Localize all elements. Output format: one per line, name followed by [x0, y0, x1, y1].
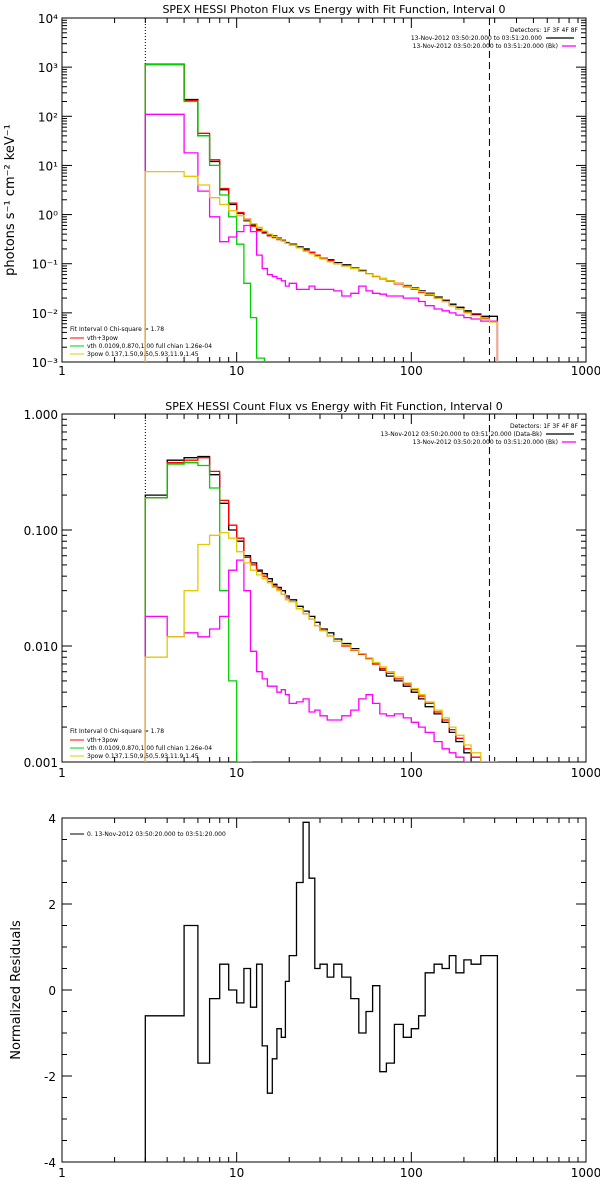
- y-tick-label: 2: [48, 898, 56, 912]
- x-tick-label: 1000: [571, 364, 600, 378]
- series-line: [144, 462, 252, 762]
- y-tick-label: 10²: [38, 110, 58, 124]
- x-tick-label: 10: [229, 1166, 244, 1180]
- photon-flux-legend-top-right: Detectors: 1F 3F 4F 8F 13-Nov-2012 03:50…: [411, 27, 579, 50]
- series-line: [144, 113, 499, 362]
- y-tick-label: 10⁴: [38, 12, 58, 26]
- series-line: [144, 64, 266, 362]
- x-tick-label: 10: [229, 364, 244, 378]
- series-line: [144, 821, 499, 1162]
- x-tick-label: 100: [400, 1166, 423, 1180]
- legend-line: 3pow 0.137,1.50,9.50,5.93,11.9,1.45: [87, 351, 199, 358]
- count-flux-legend-bottom-left: Fit Interval 0 Chi-square = 1.78 vth+3po…: [70, 728, 212, 760]
- count-flux-title: SPEX HESSI Count Flux vs Energy with Fit…: [165, 400, 502, 413]
- legend-line: 13-Nov-2012 03:50:20.000 to 03:51:20.000: [411, 35, 542, 42]
- photon-flux-ylabel: photons s⁻¹ cm⁻² keV⁻¹: [3, 124, 18, 276]
- legend-line: vth 0.0109,0.870,1.00 full chian 1.26e-0…: [87, 343, 212, 350]
- plot-frame: [61, 413, 587, 763]
- y-tick-label: -2: [44, 1070, 56, 1084]
- x-tick-label: 1: [58, 1166, 66, 1180]
- legend-line: Fit Interval 0 Chi-square = 1.78: [70, 728, 164, 735]
- photon-flux-legend-bottom-left: Fit Interval 0 Chi-square = 1.78 vth+3po…: [70, 326, 212, 358]
- legend-line: 13-Nov-2012 03:50:20.000 to 03:51:20.000…: [413, 439, 558, 446]
- residuals-panel: Normalized Residuals 0. 13-Nov-2012 03:5…: [9, 812, 600, 1180]
- y-tick-label: 10³: [38, 61, 58, 75]
- plot-frame: [61, 17, 587, 363]
- y-tick-label: 0: [48, 984, 56, 998]
- y-tick-label: 1.000: [24, 408, 58, 422]
- x-tick-label: 100: [400, 766, 423, 780]
- y-tick-label: 0.001: [24, 756, 58, 770]
- series-line: [144, 531, 498, 762]
- residuals-legend: 0. 13-Nov-2012 03:50:20.000 to 03:51:20.…: [70, 831, 226, 838]
- count-flux-legend-top-right: Detectors: 1F 3F 4F 8F 13-Nov-2012 03:50…: [380, 423, 578, 446]
- y-tick-label: 10⁻²: [32, 307, 59, 321]
- count-flux-panel: SPEX HESSI Count Flux vs Energy with Fit…: [24, 400, 600, 780]
- legend-line: 3pow 0.137,1.50,9.50,5.93,11.9,1.45: [87, 753, 199, 760]
- x-tick-label: 1: [58, 766, 66, 780]
- y-tick-label: 10⁻¹: [32, 258, 59, 272]
- x-tick-label: 1000: [571, 766, 600, 780]
- legend-line: vth+3pow: [87, 737, 118, 744]
- legend-line: vth 0.0109,0.870,1.00 full chian 1.26e-0…: [87, 745, 212, 752]
- legend-line: 13-Nov-2012 03:50:20.000 to 03:51:20.000…: [413, 43, 558, 50]
- y-tick-label: 10⁻³: [32, 356, 59, 370]
- x-tick-label: 1: [58, 364, 66, 378]
- legend-line: Fit Interval 0 Chi-square = 1.78: [70, 326, 164, 333]
- photon-flux-title: SPEX HESSI Photon Flux vs Energy with Fi…: [162, 3, 505, 16]
- legend-line: 13-Nov-2012 03:50:20.000 to 03:51:20.000…: [380, 431, 542, 438]
- x-tick-label: 10: [229, 766, 244, 780]
- residuals-ylabel: Normalized Residuals: [9, 920, 24, 1060]
- y-tick-label: 0.010: [24, 640, 58, 654]
- legend-line: 0. 13-Nov-2012 03:50:20.000 to 03:51:20.…: [87, 831, 226, 838]
- x-tick-label: 1000: [571, 1166, 600, 1180]
- legend-line: Detectors: 1F 3F 4F 8F: [510, 423, 579, 430]
- y-tick-label: -4: [44, 1156, 56, 1170]
- legend-line: vth+3pow: [87, 335, 118, 342]
- y-tick-label: 0.100: [24, 524, 58, 538]
- y-tick-label: 4: [48, 812, 56, 826]
- legend-line: Detectors: 1F 3F 4F 8F: [510, 27, 579, 34]
- y-tick-label: 10⁰: [38, 209, 58, 223]
- photon-flux-panel: SPEX HESSI Photon Flux vs Energy with Fi…: [3, 3, 600, 378]
- y-tick-label: 10¹: [38, 159, 58, 173]
- series-line: [144, 170, 499, 362]
- x-tick-label: 100: [400, 364, 423, 378]
- series-line: [144, 559, 498, 762]
